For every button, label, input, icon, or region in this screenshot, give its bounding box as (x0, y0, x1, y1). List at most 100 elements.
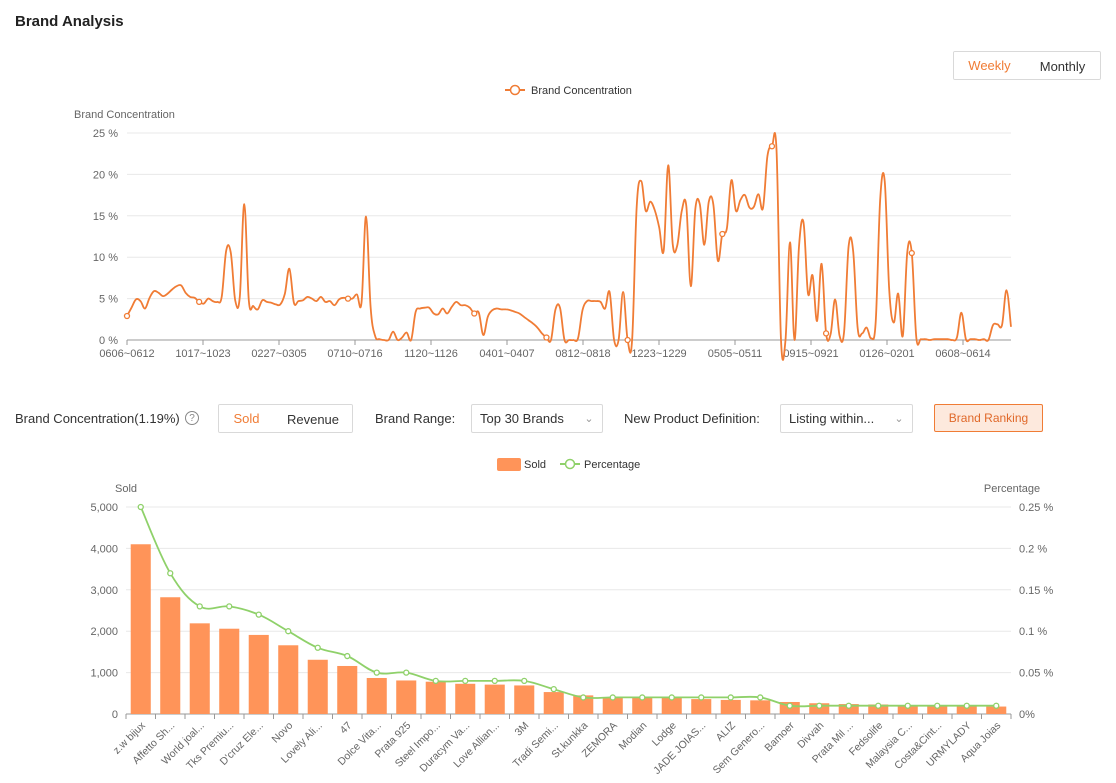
y-tick-label-right: 0.15 % (1019, 585, 1053, 597)
x-tick-label: 1017~1023 (175, 348, 230, 360)
bar-sold (425, 681, 446, 714)
revenue-toggle-button[interactable]: Revenue (274, 405, 352, 432)
bar-sold (897, 705, 918, 714)
brand-sold-bar-chart: Sold Percentage Sold Percentage 0 0% 1,000 0.05… (90, 458, 1053, 777)
data-point-percentage (993, 702, 1000, 709)
data-point-percentage (639, 694, 646, 701)
series-line-brand-concentration (126, 132, 1012, 361)
data-point-percentage (285, 628, 292, 635)
y-axis-title-right: Percentage (984, 483, 1040, 495)
data-point (344, 295, 352, 302)
data-point-percentage (904, 702, 911, 709)
bar-sold (868, 704, 889, 714)
data-point-percentage (727, 694, 734, 701)
x-tick-label: Modian (617, 720, 650, 753)
x-tick-label: 1223~1229 (631, 348, 686, 360)
x-tick-label: Sem Genero... (711, 720, 768, 777)
y-tick-label: 15 % (93, 211, 118, 223)
y-tick-label-left: 2,000 (90, 626, 118, 638)
x-tick-label: 0608~0614 (935, 348, 990, 360)
bar-sold (927, 705, 948, 714)
x-tick-label: ALIZ (714, 719, 739, 744)
period-toggle: Weekly Monthly (953, 51, 1101, 80)
data-point (719, 230, 726, 238)
monthly-toggle-button[interactable]: Monthly (1025, 52, 1100, 79)
legend-marker (564, 458, 576, 470)
new-product-definition-label: New Product Definition: (624, 411, 760, 426)
data-point-percentage (609, 694, 616, 701)
new-product-definition-value: Listing within... (789, 411, 875, 426)
y-tick-label-right: 0% (1019, 709, 1035, 721)
data-point-percentage (462, 677, 469, 685)
data-point (908, 249, 915, 257)
y-axis-title: Brand Concentration (74, 109, 175, 121)
y-tick-label-left: 0 (112, 709, 118, 721)
legend-marker (509, 84, 521, 96)
brand-concentration-chart: Brand Concentration Brand Concentration 0 … (74, 84, 1012, 361)
brand-range-select[interactable]: Top 30 Brands ⌄ (471, 404, 603, 433)
bar-sold (602, 697, 623, 714)
bar-sold (838, 704, 859, 714)
y-tick-label-left: 4,000 (90, 543, 118, 555)
y-tick-label: 5 % (99, 294, 118, 306)
weekly-toggle-button[interactable]: Weekly (954, 52, 1026, 79)
data-point-percentage (344, 652, 351, 660)
data-point-percentage (314, 644, 321, 651)
bar-sold (543, 692, 564, 714)
data-point-percentage (226, 603, 233, 610)
x-tick-label: 0710~0716 (327, 348, 382, 360)
legend-swatch-sold (497, 458, 521, 471)
x-tick-label: Bamoer (762, 719, 797, 754)
bar-sold (484, 684, 505, 714)
x-tick-label: 0915~0921 (783, 348, 838, 360)
bar-sold (130, 544, 151, 714)
sold-toggle-button[interactable]: Sold (219, 405, 275, 432)
brand-range-value: Top 30 Brands (480, 411, 564, 426)
data-point (768, 143, 776, 150)
x-tick-label: 0126~0201 (859, 348, 914, 360)
help-icon[interactable]: ? (185, 411, 199, 425)
y-tick-label-right: 0.05 % (1019, 668, 1053, 680)
data-point-percentage (786, 702, 793, 709)
data-point-percentage (580, 694, 587, 701)
y-tick-label: 0 % (99, 335, 118, 347)
data-point (822, 330, 830, 337)
y-tick-label-left: 5,000 (90, 502, 118, 514)
bar-sold (632, 697, 653, 714)
data-point-percentage (196, 603, 203, 610)
bar-sold (455, 683, 476, 714)
data-point-percentage (550, 686, 557, 693)
new-product-definition-select[interactable]: Listing within... ⌄ (780, 404, 913, 433)
metric-toggle: Sold Revenue (218, 404, 353, 433)
y-tick-label-right: 0.2 % (1019, 543, 1047, 555)
data-point-percentage (934, 702, 941, 709)
data-point-percentage (167, 570, 174, 577)
data-point-percentage (757, 694, 764, 701)
data-point (196, 298, 203, 306)
x-tick-label: 0812~0818 (555, 348, 610, 360)
chevron-down-icon: ⌄ (584, 413, 594, 425)
data-point-percentage (373, 669, 380, 676)
data-point-percentage (255, 611, 262, 618)
bar-sold (160, 597, 181, 714)
x-tick-label: 47 (338, 720, 355, 737)
data-point-percentage (698, 694, 705, 701)
bar-sold (366, 677, 387, 714)
bar-sold (189, 623, 210, 714)
bar-sold (720, 699, 741, 714)
bar-sold (514, 685, 535, 714)
bar-sold (396, 680, 417, 714)
data-point-percentage (137, 503, 144, 511)
brand-ranking-button[interactable]: Brand Ranking (934, 404, 1043, 432)
x-tick-label: 0606~0612 (99, 348, 154, 360)
legend-label: Brand Concentration (531, 85, 632, 97)
data-point-percentage (432, 677, 439, 685)
data-point (471, 310, 478, 317)
bar-sold (956, 705, 977, 714)
x-tick-label: 3M (513, 720, 532, 739)
x-tick-label: 0505~0511 (708, 348, 763, 360)
x-tick-label: 0227~0305 (251, 348, 306, 360)
data-point-percentage (403, 669, 410, 676)
x-tick-label: JADE JOIAS... (651, 720, 708, 777)
data-point (624, 336, 631, 344)
